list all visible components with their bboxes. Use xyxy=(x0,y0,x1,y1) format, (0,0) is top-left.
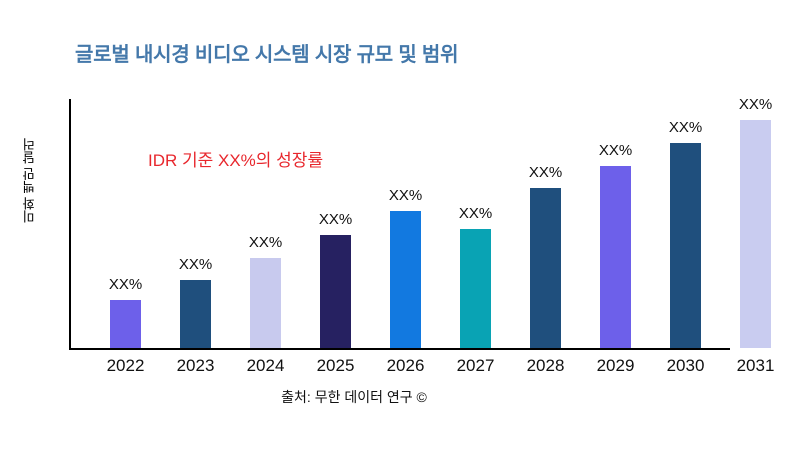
bar-value-label-2029: XX% xyxy=(598,142,633,159)
growth-annotation: IDR 기준 XX%의 성장률 xyxy=(148,151,324,170)
bar-value-label-2026: XX% xyxy=(388,187,423,204)
source-caption: 출처: 무한 데이터 연구 © xyxy=(281,389,427,405)
x-tick-2025: 2025 xyxy=(316,356,355,375)
bar-value-label-2024: XX% xyxy=(248,234,283,251)
bar-2027 xyxy=(460,229,491,348)
x-tick-2022: 2022 xyxy=(106,356,145,375)
bar-2028 xyxy=(530,188,561,348)
x-tick-2024: 2024 xyxy=(246,356,285,375)
bar-value-label-2027: XX% xyxy=(458,205,493,222)
x-tick-2030: 2030 xyxy=(666,356,705,375)
x-tick-2027: 2027 xyxy=(456,356,495,375)
bar-2031 xyxy=(740,120,771,348)
bar-value-label-2030: XX% xyxy=(668,119,703,136)
bar-2023 xyxy=(180,280,211,348)
bar-value-label-2028: XX% xyxy=(528,164,563,181)
bar-2029 xyxy=(600,166,631,348)
bar-value-label-2031: XX% xyxy=(738,96,773,113)
y-axis-line xyxy=(69,99,71,350)
x-tick-2026: 2026 xyxy=(386,356,425,375)
x-tick-2028: 2028 xyxy=(526,356,565,375)
bar-value-label-2022: XX% xyxy=(108,276,143,293)
bar-2026 xyxy=(390,211,421,348)
bar-2024 xyxy=(250,258,281,348)
bar-2030 xyxy=(670,143,701,348)
bar-value-label-2023: XX% xyxy=(178,256,213,273)
x-tick-2023: 2023 xyxy=(176,356,215,375)
bar-value-label-2025: XX% xyxy=(318,211,353,228)
y-axis-label: 미화 백만 달러 xyxy=(22,137,37,224)
x-tick-2031: 2031 xyxy=(736,356,775,375)
bar-2022 xyxy=(110,300,141,348)
x-axis-line xyxy=(69,348,730,350)
x-tick-2029: 2029 xyxy=(596,356,635,375)
chart-title: 글로벌 내시경 비디오 시스템 시장 규모 및 범위 xyxy=(75,44,459,66)
bar-2025 xyxy=(320,235,351,348)
